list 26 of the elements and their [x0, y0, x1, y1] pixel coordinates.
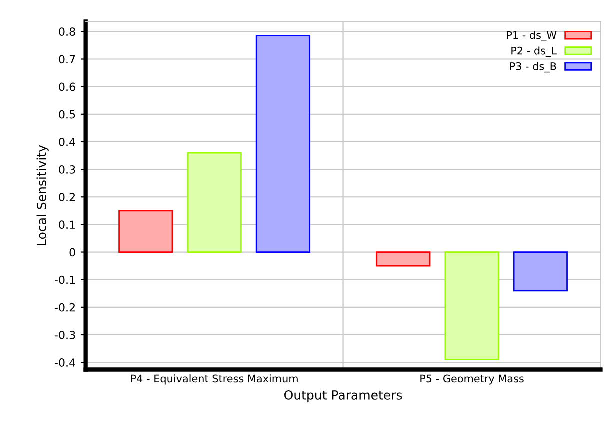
- y-tick-label: -0.1: [54, 276, 76, 284]
- bar: [444, 252, 500, 361]
- x-axis-title: Output Parameters: [284, 390, 402, 402]
- bar: [256, 35, 311, 253]
- bar: [187, 152, 242, 253]
- y-axis-title: Local Sensitivity: [36, 145, 49, 246]
- y-tick-label: -0.2: [54, 303, 75, 312]
- y-tick-label: 0.2: [59, 193, 75, 202]
- x-tick-label: P5 - Geometry Mass: [420, 374, 524, 385]
- y-tick-label: 0.7: [59, 55, 76, 64]
- y-tick-label: 0.1: [59, 220, 76, 230]
- y-tick-label: 0.6: [59, 82, 76, 92]
- bar: [118, 210, 174, 253]
- legend-label: P3 - ds_B: [510, 62, 556, 73]
- y-tick-label: 0.5: [59, 110, 76, 119]
- y-tick-label: -0.4: [54, 358, 76, 367]
- legend-label: P2 - ds_L: [512, 46, 557, 58]
- y-tick-label: 0: [70, 248, 76, 257]
- x-tick-label: P4 - Equivalent Stress Maximum: [131, 374, 298, 385]
- y-tick-label: -0.3: [54, 330, 76, 340]
- bar: [513, 252, 568, 292]
- bar: [376, 252, 431, 267]
- y-tick-label: 0.4: [59, 138, 76, 146]
- legend-label: P1 - ds_W: [507, 31, 557, 42]
- y-tick-label: 0.3: [59, 166, 76, 174]
- y-tick-label: 0.8: [59, 28, 76, 36]
